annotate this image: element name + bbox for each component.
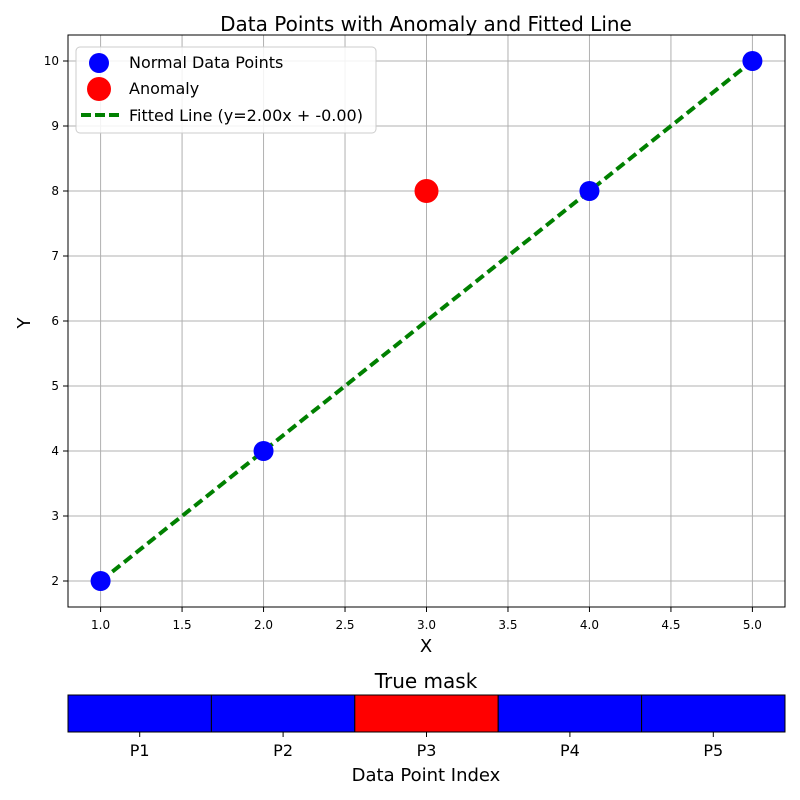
scatter-chart: Data Points with Anomaly and Fitted Line… bbox=[14, 12, 786, 657]
y-tick-label: 2 bbox=[51, 574, 59, 588]
x-tick-label: 2.5 bbox=[335, 618, 354, 632]
fitted-line bbox=[99, 59, 754, 583]
x-tick-label: 2.0 bbox=[254, 618, 273, 632]
legend-item-fitted-line: Fitted Line (y=2.00x + -0.00) bbox=[81, 106, 363, 125]
legend-marker-anomaly bbox=[87, 77, 111, 101]
y-tick-label: 10 bbox=[44, 54, 59, 68]
y-tick-label: 5 bbox=[51, 379, 59, 393]
mask-tick-label: P2 bbox=[273, 741, 293, 760]
x-tick-label: 1.5 bbox=[173, 618, 192, 632]
y-tick-label: 3 bbox=[51, 509, 59, 523]
mask-tick-labels: P1 P2 P3 P4 P5 bbox=[130, 732, 723, 760]
y-axis-ticks: 2 3 4 5 6 7 8 9 10 bbox=[44, 54, 68, 588]
normal-data-point bbox=[579, 181, 600, 201]
mask-cell bbox=[497, 694, 643, 733]
mask-tick-label: P5 bbox=[703, 741, 723, 760]
mask-x-axis-label: Data Point Index bbox=[352, 765, 501, 786]
x-tick-label: 4.5 bbox=[661, 618, 680, 632]
mask-cells bbox=[67, 694, 786, 733]
mask-cell bbox=[210, 694, 356, 733]
legend-box bbox=[75, 46, 377, 134]
x-tick-label: 3.5 bbox=[498, 618, 517, 632]
main-grid bbox=[68, 35, 785, 607]
main-series-layer bbox=[90, 51, 763, 591]
x-axis-ticks: 1.0 1.5 2.0 2.5 3.0 3.5 4.0 4.5 5.0 bbox=[91, 607, 762, 632]
y-tick-label: 9 bbox=[51, 119, 59, 133]
x-tick-label: 5.0 bbox=[743, 618, 762, 632]
legend-item-anomaly: Anomaly bbox=[87, 77, 199, 101]
mask-tick-label: P4 bbox=[560, 741, 580, 760]
mask-tick-label: P3 bbox=[417, 741, 437, 760]
normal-data-point bbox=[90, 571, 111, 591]
x-tick-label: 1.0 bbox=[91, 618, 110, 632]
mask-cell bbox=[641, 694, 786, 733]
legend-item-normal: Normal Data Points bbox=[89, 53, 283, 73]
main-chart-title: Data Points with Anomaly and Fitted Line bbox=[220, 12, 632, 36]
y-axis-label: Y bbox=[14, 317, 35, 330]
y-tick-label: 8 bbox=[51, 184, 59, 198]
x-axis-label: X bbox=[420, 636, 432, 657]
y-tick-label: 4 bbox=[51, 444, 59, 458]
mask-tick-label: P1 bbox=[130, 741, 150, 760]
y-tick-label: 6 bbox=[51, 314, 59, 328]
mask-chart-title: True mask bbox=[374, 669, 478, 693]
legend-marker-normal bbox=[89, 53, 109, 73]
mask-cell bbox=[354, 694, 499, 733]
anomaly-point bbox=[414, 179, 439, 203]
legend-label-fitted-line: Fitted Line (y=2.00x + -0.00) bbox=[129, 106, 363, 125]
mask-cell bbox=[67, 694, 212, 733]
true-mask-chart: True mask P1 P2 P3 P4 P5 Data Point Index bbox=[67, 669, 786, 786]
normal-data-point bbox=[253, 441, 274, 461]
normal-data-point bbox=[742, 51, 763, 71]
legend: Normal Data Points Anomaly Fitted Line (… bbox=[75, 46, 377, 134]
y-tick-label: 7 bbox=[51, 249, 59, 263]
legend-label-normal: Normal Data Points bbox=[129, 53, 283, 72]
legend-label-anomaly: Anomaly bbox=[129, 79, 199, 98]
x-tick-label: 4.0 bbox=[580, 618, 599, 632]
x-tick-label: 3.0 bbox=[417, 618, 436, 632]
